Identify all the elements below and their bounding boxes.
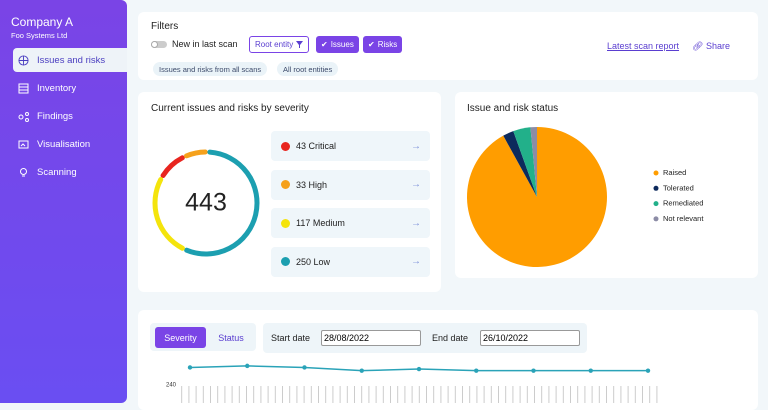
severity-label: Medium <box>312 218 345 228</box>
donut-segment <box>160 155 185 179</box>
start-label: Start date <box>271 333 311 343</box>
legend-marker <box>653 170 659 176</box>
pie-slice <box>513 127 537 197</box>
icon <box>18 83 29 93</box>
donut-segment <box>184 149 260 257</box>
severity-label: Critical <box>308 141 337 151</box>
chip-label: Risks <box>377 40 398 49</box>
severity-count: 117 <box>296 218 311 228</box>
severity-row[interactable]: 43 Critical → <box>271 131 430 161</box>
severity-count: 250 <box>296 256 312 267</box>
legend-label: Not relevant <box>663 214 704 223</box>
line-point <box>416 366 422 372</box>
tab-active[interactable]: Severity <box>155 327 206 348</box>
filters-title: Filters <box>151 21 179 32</box>
legend-marker <box>653 216 659 222</box>
company-subtitle: Foo Systems Ltd <box>11 31 68 40</box>
severity-label: Low <box>313 256 331 267</box>
nav-label: Issues and risks <box>37 54 106 66</box>
severity-row[interactable]: 250 Low → <box>271 246 430 277</box>
root-entity-button[interactable]: Root entity <box>249 36 310 53</box>
filter-icon <box>296 41 304 48</box>
chip[interactable]: ✔ Risks <box>363 36 403 53</box>
chip-label: Issues <box>330 40 354 49</box>
x-minor-ticks <box>178 386 658 403</box>
severity-label: High <box>308 179 328 190</box>
line-point <box>645 368 651 373</box>
severity-dot <box>281 141 290 151</box>
donut-segment <box>184 149 208 159</box>
total: 443 <box>185 189 227 217</box>
severity-dot <box>281 218 290 228</box>
toggle[interactable] <box>151 41 167 48</box>
legend-label: Raised <box>663 168 686 177</box>
donut-segment <box>152 177 185 251</box>
icon <box>18 54 29 66</box>
arrow: → <box>411 140 421 152</box>
toggle-label: New in last scan <box>172 39 238 49</box>
line-point <box>302 365 307 370</box>
severity-dot <box>281 257 290 266</box>
legend-label: Tolerated <box>663 183 694 192</box>
severity-row[interactable]: 117 Medium → <box>271 208 430 238</box>
line-point <box>245 363 250 369</box>
chip[interactable]: ✔ Issues <box>316 36 359 53</box>
donut-chart: 443 <box>152 149 260 257</box>
link-label: Share <box>705 41 730 51</box>
severity-dot <box>281 180 290 189</box>
icon <box>18 140 29 148</box>
line-point <box>187 365 193 370</box>
tag: All root entities <box>277 62 339 76</box>
link-icon: 🔗︎ <box>692 41 704 51</box>
check: ✔ <box>321 40 328 49</box>
button-label: Root entity <box>255 40 294 49</box>
nav-label: Findings <box>37 110 73 122</box>
pie-slice <box>530 127 537 197</box>
nav-label: Inventory <box>37 82 77 94</box>
tab[interactable]: Status <box>218 332 244 343</box>
arrow: → <box>411 179 421 190</box>
nav-label: Visualisation <box>37 138 91 150</box>
check: ✔ <box>368 40 375 49</box>
card-title: Issue and risk status <box>467 103 559 114</box>
nav-item[interactable]: Issues and risks <box>13 48 127 72</box>
line-point <box>531 368 536 373</box>
line-point <box>588 368 593 373</box>
arrow: → <box>411 217 421 229</box>
line-point <box>359 368 364 373</box>
card-title: Current issues and risks by severity <box>151 103 309 114</box>
severity-count: 33 <box>296 179 307 190</box>
tag: Issues and risks from all scans <box>153 62 268 76</box>
pie-slice <box>503 131 537 197</box>
y-tick-label: 240 <box>166 383 177 389</box>
sidebar: Company A Foo Systems Ltd Issues and ris… <box>0 0 127 403</box>
line-chart: 240 <box>166 363 658 403</box>
end-input[interactable]: 26/10/2022 <box>480 330 580 346</box>
legend-label: Remediated <box>663 199 703 208</box>
line-point <box>474 368 479 373</box>
nav-label: Scanning <box>37 166 77 178</box>
share-link[interactable]: 🔗︎ Share <box>692 41 730 52</box>
severity-row[interactable]: 33 High → <box>271 169 430 200</box>
link[interactable]: Latest scan report <box>607 41 680 51</box>
nav-item[interactable]: Inventory <box>13 76 127 100</box>
arrow: → <box>411 256 421 267</box>
icon <box>20 167 27 176</box>
nav-item[interactable]: Scanning <box>13 160 127 184</box>
icon <box>18 111 29 122</box>
legend-marker <box>653 185 659 191</box>
pie-chart: Raised Tolerated Remediated Not relevant <box>467 127 704 267</box>
severity-count: 43 <box>296 141 307 151</box>
start-input[interactable]: 28/08/2022 <box>321 330 421 346</box>
legend-marker <box>653 201 659 207</box>
end-label: End date <box>432 333 469 343</box>
company-name: Company A <box>11 15 74 29</box>
nav-item[interactable]: Findings <box>13 104 127 128</box>
nav-item[interactable]: Visualisation <box>13 132 127 156</box>
